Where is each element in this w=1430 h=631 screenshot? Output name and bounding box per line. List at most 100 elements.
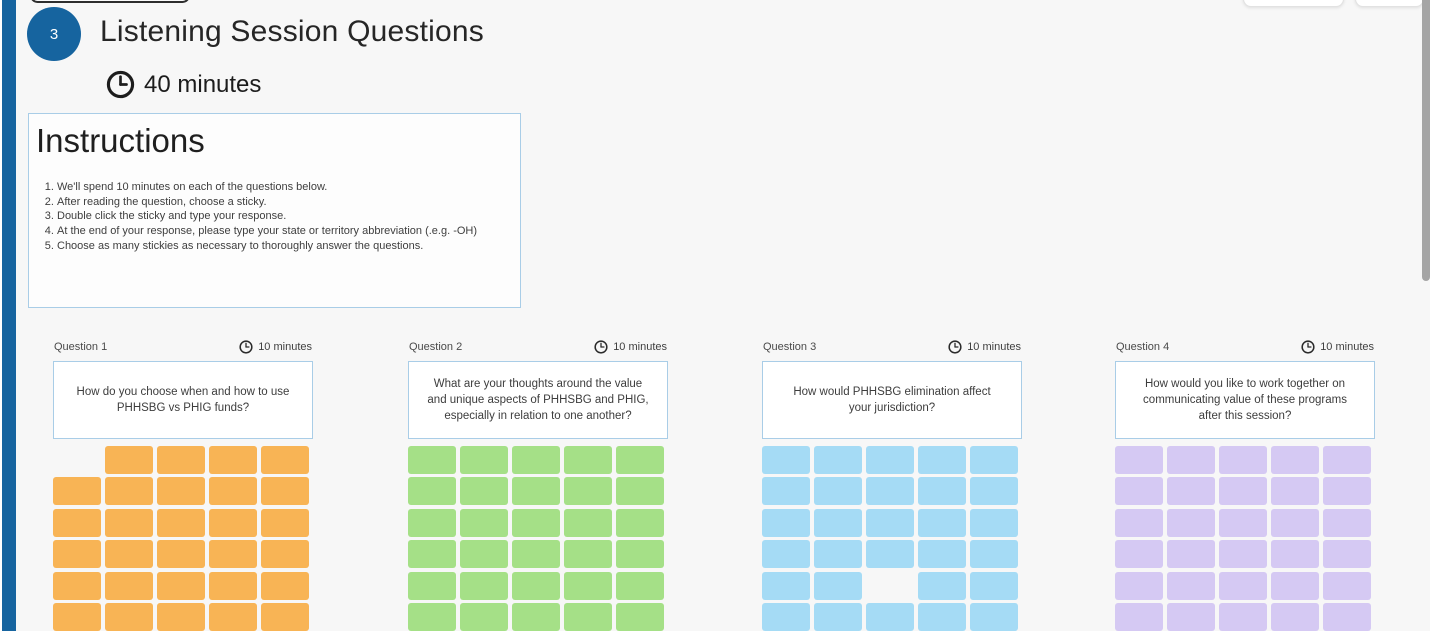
- sticky-note[interactable]: [970, 540, 1018, 569]
- sticky-note[interactable]: [564, 571, 612, 600]
- sticky-note[interactable]: [866, 540, 914, 569]
- sticky-note[interactable]: [1323, 540, 1371, 569]
- toolbar-card-left[interactable]: [1243, 0, 1344, 7]
- sticky-note[interactable]: [616, 477, 664, 506]
- sticky-note[interactable]: [1271, 602, 1319, 631]
- sticky-note[interactable]: [616, 571, 664, 600]
- frame-title-tab[interactable]: [30, 0, 190, 3]
- sticky-note[interactable]: [53, 508, 101, 537]
- sticky-note[interactable]: [408, 571, 456, 600]
- sticky-note[interactable]: [616, 602, 664, 631]
- sticky-note[interactable]: [762, 446, 810, 474]
- sticky-note[interactable]: [209, 446, 257, 474]
- sticky-note[interactable]: [157, 540, 205, 569]
- sticky-note[interactable]: [1271, 477, 1319, 506]
- sticky-note[interactable]: [564, 446, 612, 474]
- question-text-box[interactable]: How would PHHSBG elimination affect your…: [762, 361, 1022, 439]
- sticky-note[interactable]: [1167, 508, 1215, 537]
- sticky-note[interactable]: [970, 477, 1018, 506]
- sticky-note[interactable]: [616, 540, 664, 569]
- question-text-box[interactable]: How do you choose when and how to use PH…: [53, 361, 313, 439]
- sticky-note[interactable]: [564, 508, 612, 537]
- sticky-note[interactable]: [1219, 571, 1267, 600]
- sticky-note[interactable]: [1115, 540, 1163, 569]
- sticky-note[interactable]: [1323, 571, 1371, 600]
- sticky-note[interactable]: [1115, 508, 1163, 537]
- sticky-note[interactable]: [209, 602, 257, 631]
- sticky-note[interactable]: [105, 477, 153, 506]
- sticky-note[interactable]: [866, 602, 914, 631]
- sticky-note[interactable]: [408, 477, 456, 506]
- sticky-note[interactable]: [460, 446, 508, 474]
- sticky-note[interactable]: [105, 602, 153, 631]
- sticky-note[interactable]: [970, 446, 1018, 474]
- sticky-note[interactable]: [970, 602, 1018, 631]
- sticky-note[interactable]: [918, 477, 966, 506]
- sticky-note[interactable]: [616, 508, 664, 537]
- sticky-note[interactable]: [512, 540, 560, 569]
- sticky-note[interactable]: [564, 477, 612, 506]
- sticky-note[interactable]: [1271, 446, 1319, 474]
- sticky-note[interactable]: [1115, 571, 1163, 600]
- sticky-note[interactable]: [53, 571, 101, 600]
- sticky-note[interactable]: [1167, 477, 1215, 506]
- sticky-note[interactable]: [1323, 602, 1371, 631]
- sticky-note[interactable]: [918, 571, 966, 600]
- sticky-note[interactable]: [762, 602, 810, 631]
- sticky-note[interactable]: [1323, 508, 1371, 537]
- sticky-note[interactable]: [105, 540, 153, 569]
- sticky-note[interactable]: [564, 602, 612, 631]
- sticky-note[interactable]: [460, 571, 508, 600]
- sticky-note[interactable]: [918, 446, 966, 474]
- sticky-note[interactable]: [53, 602, 101, 631]
- sticky-note[interactable]: [814, 477, 862, 506]
- sticky-note[interactable]: [512, 477, 560, 506]
- sticky-note[interactable]: [209, 540, 257, 569]
- sticky-note[interactable]: [564, 540, 612, 569]
- sticky-note[interactable]: [460, 508, 508, 537]
- sticky-note[interactable]: [157, 446, 205, 474]
- sticky-note[interactable]: [1219, 446, 1267, 474]
- sticky-note[interactable]: [1167, 571, 1215, 600]
- instructions-box[interactable]: Instructions We'll spend 10 minutes on e…: [28, 113, 521, 308]
- sticky-note[interactable]: [762, 508, 810, 537]
- sticky-note[interactable]: [460, 540, 508, 569]
- sticky-note[interactable]: [616, 446, 664, 474]
- sticky-note[interactable]: [762, 571, 810, 600]
- sticky-note[interactable]: [814, 571, 862, 600]
- sticky-note[interactable]: [1323, 477, 1371, 506]
- sticky-note[interactable]: [1271, 540, 1319, 569]
- sticky-note[interactable]: [512, 508, 560, 537]
- sticky-note[interactable]: [157, 477, 205, 506]
- sticky-note[interactable]: [814, 446, 862, 474]
- sticky-note[interactable]: [814, 602, 862, 631]
- sticky-note[interactable]: [1115, 477, 1163, 506]
- sticky-note[interactable]: [1167, 540, 1215, 569]
- sticky-note[interactable]: [512, 446, 560, 474]
- toolbar-card-right[interactable]: [1355, 0, 1424, 7]
- sticky-note[interactable]: [261, 446, 309, 474]
- sticky-note[interactable]: [209, 508, 257, 537]
- sticky-note[interactable]: [209, 477, 257, 506]
- sticky-note[interactable]: [1219, 508, 1267, 537]
- sticky-note[interactable]: [918, 540, 966, 569]
- sticky-note[interactable]: [866, 446, 914, 474]
- sticky-note[interactable]: [408, 446, 456, 474]
- sticky-note[interactable]: [1219, 602, 1267, 631]
- sticky-note[interactable]: [1219, 477, 1267, 506]
- frame-number-badge[interactable]: 3: [27, 7, 81, 61]
- sticky-note[interactable]: [157, 602, 205, 631]
- sticky-note[interactable]: [408, 602, 456, 631]
- sticky-note[interactable]: [762, 540, 810, 569]
- sticky-note[interactable]: [512, 571, 560, 600]
- sticky-note[interactable]: [408, 508, 456, 537]
- sticky-note[interactable]: [261, 477, 309, 506]
- sticky-note[interactable]: [1219, 540, 1267, 569]
- sticky-note[interactable]: [53, 477, 101, 506]
- question-text-box[interactable]: How would you like to work together on c…: [1115, 361, 1375, 439]
- sticky-note[interactable]: [866, 477, 914, 506]
- sticky-note[interactable]: [1271, 571, 1319, 600]
- sticky-note[interactable]: [970, 508, 1018, 537]
- sticky-note[interactable]: [918, 602, 966, 631]
